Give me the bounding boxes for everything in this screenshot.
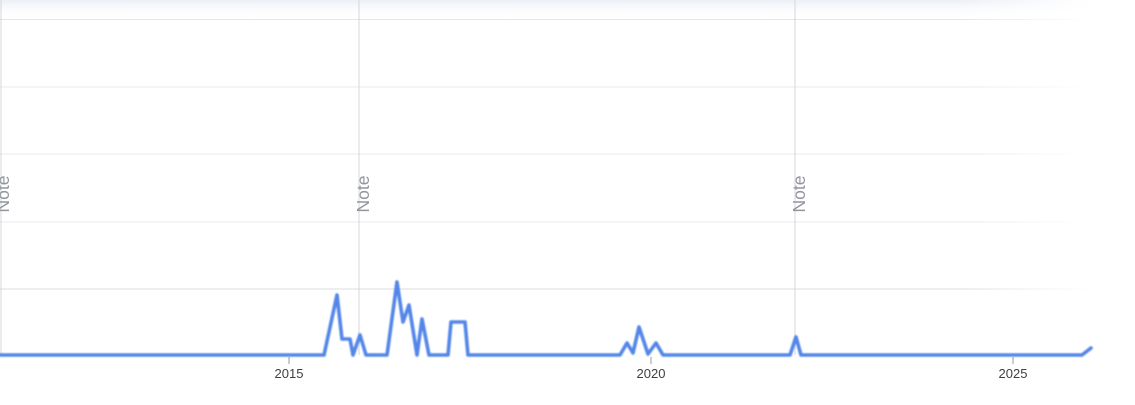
- svg-text:Note: Note: [0, 176, 13, 213]
- svg-text:2020: 2020: [637, 366, 666, 381]
- svg-text:Note: Note: [789, 176, 809, 213]
- svg-text:2025: 2025: [999, 366, 1028, 381]
- svg-text:2015: 2015: [275, 366, 304, 381]
- svg-text:Note: Note: [353, 176, 373, 213]
